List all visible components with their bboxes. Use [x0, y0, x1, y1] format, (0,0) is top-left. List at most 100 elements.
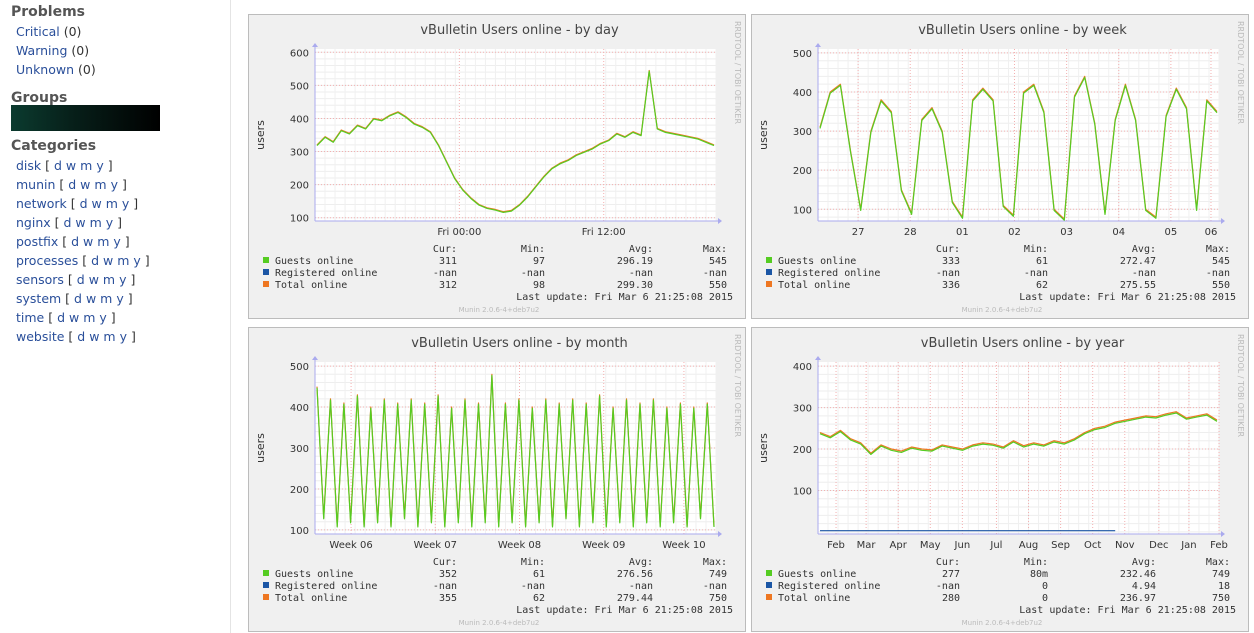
y-axis-arrow: [312, 43, 318, 47]
category-website-d-link[interactable]: d: [77, 329, 86, 344]
rrdtool-label: RRDTOOL / TOBI OETIKER: [1236, 21, 1245, 124]
category-system-y-link[interactable]: y: [116, 291, 124, 306]
category-sensors-d-link[interactable]: d: [76, 272, 85, 287]
category-network-y-link[interactable]: y: [121, 196, 130, 211]
rrdtool-label: RRDTOOL / TOBI OETIKER: [733, 334, 742, 437]
legend-column-header: Avg:: [1132, 557, 1156, 568]
problem-warning-link[interactable]: Warning: [16, 43, 68, 58]
legend-series-name: Total online: [778, 280, 850, 291]
category-processes-link[interactable]: processes: [16, 253, 79, 268]
legend-value: -nan: [629, 268, 653, 279]
category-network-w-link[interactable]: w: [91, 196, 102, 211]
legend-series-name: Registered online: [275, 268, 377, 279]
category-munin-y-link[interactable]: y: [110, 177, 118, 192]
category-processes-y-link[interactable]: y: [133, 253, 141, 268]
legend-series-name: Total online: [778, 593, 850, 604]
category-system-d-link[interactable]: d: [74, 291, 82, 306]
legend-column-header: Avg:: [629, 557, 653, 568]
problem-unknown-link[interactable]: Unknown: [16, 62, 75, 77]
legend-series-name: Registered online: [275, 581, 377, 592]
category-website-link[interactable]: website: [16, 329, 65, 344]
last-update: Last update: Fri Mar 6 21:25:08 2015: [516, 605, 733, 616]
legend-series-name: Guests online: [778, 256, 856, 267]
category-system-link[interactable]: system: [16, 291, 62, 306]
category-postfix-y-link[interactable]: y: [113, 234, 121, 249]
category-disk-w-link[interactable]: w: [65, 158, 77, 173]
x-tick-label: 06: [1205, 227, 1218, 238]
category-processes-m-link[interactable]: m: [117, 253, 130, 268]
legend-value: 0: [1042, 593, 1048, 604]
legend-column-header: Min:: [521, 557, 545, 568]
category-nginx-m-link[interactable]: m: [89, 215, 102, 230]
category-nginx-link[interactable]: nginx: [16, 215, 51, 230]
legend-value: 550: [1212, 280, 1230, 291]
problem-critical-link[interactable]: Critical: [16, 24, 60, 39]
rrdtool-label: RRDTOOL / TOBI OETIKER: [733, 21, 742, 124]
category-munin-link[interactable]: munin: [16, 177, 56, 192]
category-disk-y-link[interactable]: y: [96, 158, 104, 173]
category-disk-m-link[interactable]: m: [80, 158, 93, 173]
category-disk-d-link[interactable]: d: [54, 158, 62, 173]
category-processes-d-link[interactable]: d: [91, 253, 100, 268]
x-tick-label: Oct: [1084, 540, 1101, 551]
legend-series-name: Total online: [275, 593, 347, 604]
category-nginx-y-link[interactable]: y: [105, 215, 114, 230]
category-system-m-link[interactable]: m: [100, 291, 113, 306]
category-postfix-w-link[interactable]: w: [83, 234, 94, 249]
category-postfix-link[interactable]: postfix: [16, 234, 59, 249]
category-time-y-link[interactable]: y: [99, 310, 107, 325]
category-sensors-link[interactable]: sensors: [16, 272, 64, 287]
graph-panel-week[interactable]: 100 200 300 400 500 27 28 01 02 03 04 05 06 vBulletin…: [751, 14, 1249, 319]
x-tick-label: Dec: [1149, 540, 1168, 551]
category-nginx-d-link[interactable]: d: [63, 215, 72, 230]
category-nginx-w-link[interactable]: w: [75, 215, 86, 230]
x-tick-label: Week 08: [498, 540, 541, 551]
y-tick-label: 600: [290, 48, 309, 59]
chart-title: vBulletin Users online - by year: [921, 336, 1125, 351]
category-munin-d-link[interactable]: d: [68, 177, 77, 192]
series-total-online: [819, 411, 1218, 454]
legend-value: 272.47: [1120, 256, 1156, 267]
category-network-link[interactable]: network: [16, 196, 67, 211]
category-munin-m-link[interactable]: m: [94, 177, 107, 192]
y-tick-label: 100: [290, 214, 309, 225]
category-munin-w-link[interactable]: w: [80, 177, 91, 192]
category-website-m-link[interactable]: m: [103, 329, 116, 344]
category-website-w-link[interactable]: w: [89, 329, 100, 344]
category-disk-link[interactable]: disk: [16, 158, 42, 173]
category-time-link[interactable]: time: [16, 310, 45, 325]
legend-column-header: Min:: [1024, 557, 1048, 568]
category-postfix-m-link[interactable]: m: [97, 234, 110, 249]
category-sensors-m-link[interactable]: m: [102, 272, 116, 287]
graph-panel-year[interactable]: 100 200 300 400 Feb Mar Apr May Jun Jul Aug Sep Oct N…: [751, 327, 1249, 632]
legend-value: 336: [942, 280, 960, 291]
graph-panel-month[interactable]: 100 200 300 400 500 Week 06 Week 07 Week 08 Week…: [248, 327, 746, 632]
legend-value: 61: [1036, 256, 1048, 267]
category-postfix-d-link[interactable]: d: [71, 234, 80, 249]
y-tick-label: 400: [290, 403, 309, 414]
legend-swatch: [766, 257, 772, 263]
legend-column-header: Min:: [521, 244, 545, 255]
category-time-w-link[interactable]: w: [69, 310, 80, 325]
legend-series-name: Guests online: [275, 256, 353, 267]
legend-series-name: Registered online: [778, 268, 880, 279]
category-time-m-link[interactable]: m: [83, 310, 96, 325]
legend-swatch: [766, 570, 772, 576]
category-network-d-link[interactable]: d: [79, 196, 88, 211]
category-system-w-link[interactable]: w: [85, 291, 97, 306]
legend-value: 545: [1212, 256, 1230, 267]
x-tick-label: Jan: [1180, 540, 1196, 551]
legend-column-header: Cur:: [936, 557, 960, 568]
legend-column-header: Max:: [1206, 244, 1230, 255]
category-website-y-link[interactable]: y: [119, 329, 127, 344]
groups-bar[interactable]: [11, 105, 160, 131]
x-tick-label: Nov: [1115, 540, 1135, 551]
category-time-d-link[interactable]: d: [57, 310, 66, 325]
graph-panel-day[interactable]: 100 200 300 400 500 600 Fri 00:00 Fri 12:00 vBul…: [248, 14, 746, 319]
y-tick-label: 400: [290, 114, 309, 125]
category-sensors-y-link[interactable]: y: [119, 272, 127, 287]
category-sensors-w-link[interactable]: w: [88, 272, 99, 287]
category-network-m-link[interactable]: m: [105, 196, 118, 211]
rrdtool-label: RRDTOOL / TOBI OETIKER: [1236, 334, 1245, 437]
category-processes-w-link[interactable]: w: [103, 253, 114, 268]
